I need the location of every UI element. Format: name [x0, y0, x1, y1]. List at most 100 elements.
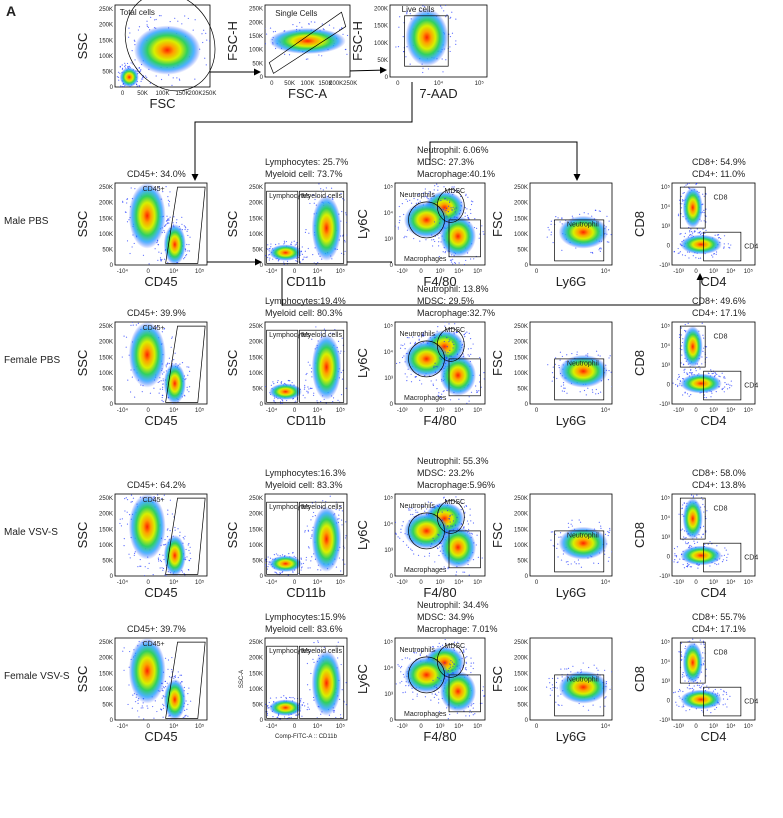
event-dot — [316, 400, 318, 402]
event-dot — [726, 559, 728, 562]
gate — [436, 644, 465, 678]
event-dot — [480, 386, 482, 388]
event-dot — [201, 33, 203, 35]
event-dot — [275, 553, 278, 555]
event-dot — [395, 366, 396, 368]
event-dot — [331, 320, 332, 321]
event-dot — [703, 394, 706, 396]
event-dot — [162, 707, 165, 709]
y-tick-label: 250K — [249, 7, 263, 13]
event-dot — [431, 693, 433, 695]
event-dot — [310, 371, 313, 373]
event-dot — [702, 657, 704, 659]
y-tick-label: 10⁴ — [384, 665, 394, 672]
x-tick-label: 0 — [146, 580, 150, 586]
event-dot — [452, 520, 455, 522]
gate — [165, 325, 206, 403]
event-dot — [453, 186, 455, 188]
event-dot — [447, 525, 449, 527]
y-tick-label: 0 — [390, 718, 394, 724]
event-dot — [119, 86, 121, 87]
event-dot — [339, 721, 340, 722]
y-tick-label: 150K — [374, 24, 388, 30]
event-dot — [616, 687, 617, 688]
gate — [266, 501, 299, 575]
event-dot — [461, 502, 463, 504]
event-dot — [461, 666, 463, 668]
event-dot — [682, 672, 684, 674]
event-dot — [121, 68, 124, 70]
event-dot — [398, 26, 400, 28]
density-blob — [682, 187, 703, 229]
event-dot — [345, 521, 347, 523]
event-dot — [133, 552, 136, 554]
event-dot — [265, 560, 266, 562]
event-dot — [443, 198, 446, 200]
y-axis-label: SSC — [75, 350, 90, 377]
density-blob — [440, 670, 476, 712]
event-dot — [707, 543, 709, 545]
event-dot — [681, 528, 684, 530]
x-tick-label: -10³ — [673, 269, 684, 275]
event-dot — [552, 686, 554, 689]
event-dot — [679, 697, 681, 699]
event-dot — [320, 188, 322, 190]
event-dot — [725, 383, 728, 385]
event-dot — [329, 495, 331, 497]
y-tick-label: 10³ — [384, 692, 393, 698]
event-dot — [433, 696, 435, 699]
event-dot — [172, 405, 173, 406]
event-dot — [681, 674, 684, 676]
event-dot — [168, 222, 170, 224]
event-dot — [341, 210, 343, 213]
event-dot — [608, 556, 610, 559]
event-dot — [690, 394, 692, 396]
event-dot — [305, 379, 307, 381]
density-blob — [119, 67, 139, 87]
event-dot — [205, 32, 207, 34]
event-dot — [706, 685, 708, 687]
event-dot — [154, 248, 156, 250]
event-dot — [608, 220, 610, 222]
event-dot — [180, 674, 183, 676]
event-dot — [677, 385, 679, 388]
event-dot — [318, 183, 320, 185]
event-dot — [683, 567, 686, 569]
event-dot — [438, 698, 440, 700]
event-dot — [688, 257, 690, 259]
event-dot — [324, 330, 327, 332]
event-dot — [683, 191, 685, 194]
event-dot — [677, 252, 679, 254]
event-dot — [134, 701, 137, 703]
event-dot — [450, 207, 452, 209]
event-dot — [559, 221, 561, 223]
event-dot — [321, 23, 323, 25]
event-dot — [449, 339, 451, 341]
event-dot — [437, 394, 439, 396]
y-tick-label: 200K — [249, 201, 263, 207]
event-dot — [449, 521, 451, 523]
event-dot — [455, 207, 457, 209]
event-dot — [312, 254, 314, 256]
event-dot — [300, 557, 302, 559]
event-dot — [187, 544, 189, 546]
event-dot — [269, 557, 272, 559]
event-dot — [282, 399, 284, 402]
event-dot — [169, 191, 171, 193]
event-dot — [428, 552, 431, 554]
event-dot — [689, 234, 691, 236]
event-dot — [421, 650, 423, 652]
event-dot — [293, 240, 295, 242]
event-dot — [176, 219, 178, 221]
event-dot — [183, 258, 185, 260]
x-axis-label: F4/80 — [423, 585, 456, 600]
event-dot — [553, 376, 555, 378]
y-axis-label: SSC-A — [239, 670, 245, 688]
event-dot — [551, 372, 554, 374]
event-dot — [397, 46, 400, 48]
event-dot — [714, 562, 716, 565]
event-dot — [295, 260, 297, 262]
event-dot — [315, 326, 317, 328]
event-dot — [263, 257, 264, 258]
